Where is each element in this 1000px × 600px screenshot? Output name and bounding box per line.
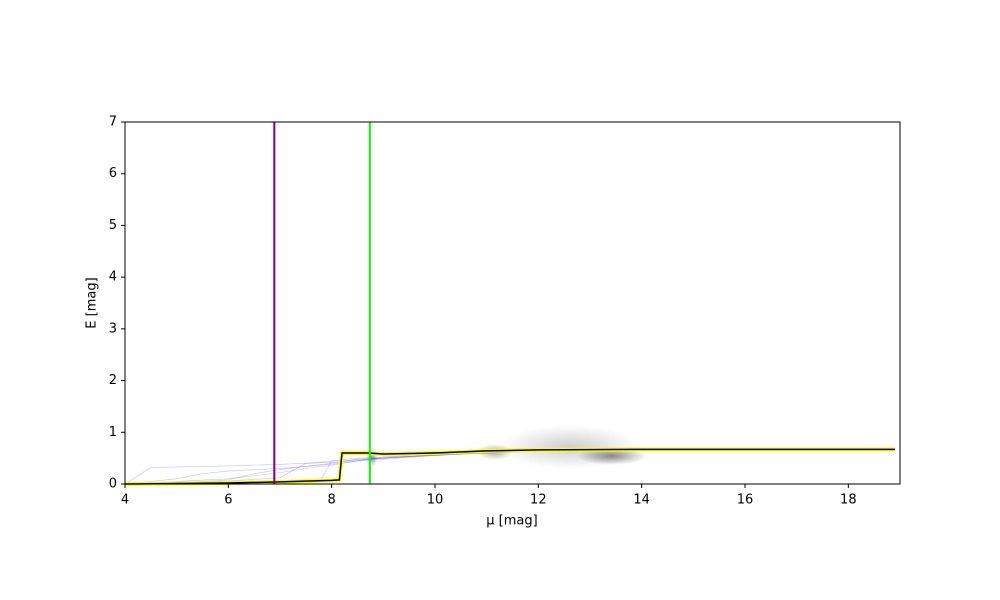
x-axis-label: μ [mag] bbox=[486, 514, 537, 529]
y-tick-label: 7 bbox=[109, 115, 117, 130]
x-tick-label: 18 bbox=[840, 493, 857, 508]
y-axis-label: E [mag] bbox=[85, 277, 100, 328]
x-tick-label: 10 bbox=[427, 493, 444, 508]
y-tick-label: 2 bbox=[109, 373, 117, 388]
y-tick-label: 1 bbox=[109, 425, 117, 440]
x-tick-label: 8 bbox=[328, 493, 336, 508]
x-tick-label: 14 bbox=[633, 493, 650, 508]
y-tick-label: 0 bbox=[109, 477, 117, 492]
x-tick-label: 12 bbox=[530, 493, 547, 508]
x-tick-label: 16 bbox=[737, 493, 754, 508]
y-tick-label: 4 bbox=[109, 270, 117, 285]
y-tick-label: 3 bbox=[109, 321, 117, 336]
y-tick-label: 6 bbox=[109, 166, 117, 181]
median-line bbox=[124, 448, 895, 485]
x-tick-label: 4 bbox=[121, 493, 129, 508]
y-tick-label: 5 bbox=[109, 218, 117, 233]
plot-frame bbox=[124, 121, 901, 485]
x-tick-label: 6 bbox=[224, 493, 232, 508]
